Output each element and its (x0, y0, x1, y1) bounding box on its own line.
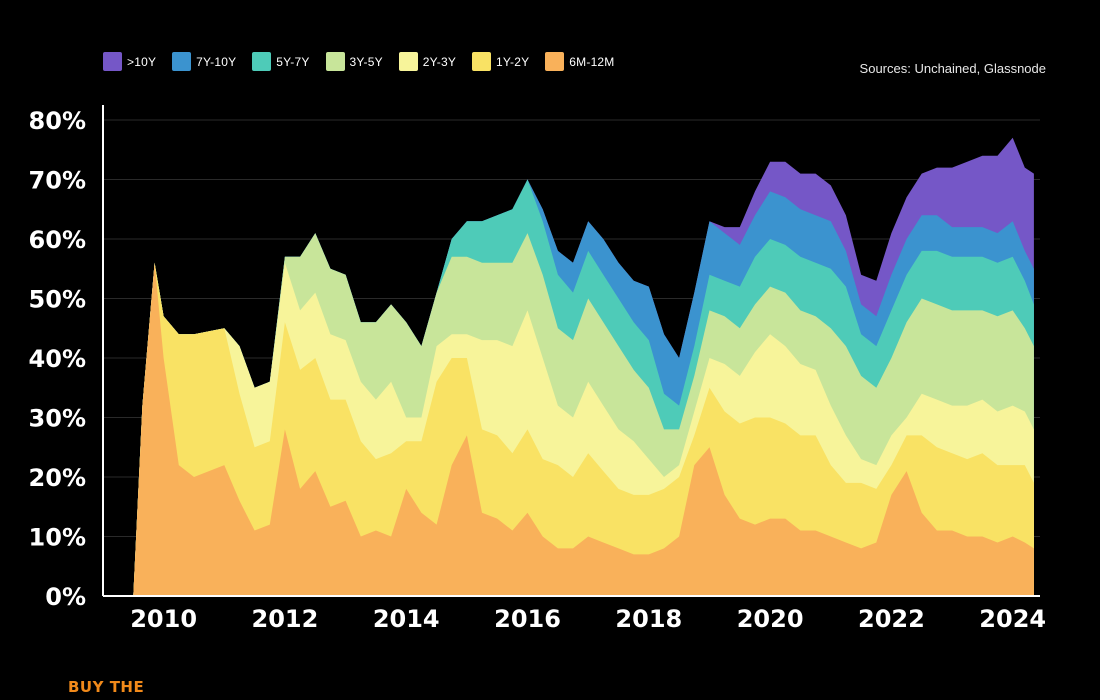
y-tick-label: 0% (45, 583, 86, 611)
y-tick-label: 40% (29, 345, 86, 373)
legend-swatch (398, 52, 418, 71)
legend-swatch (325, 52, 345, 71)
legend-label: 6M-12M (569, 54, 615, 69)
y-tick-label: 20% (29, 464, 86, 492)
legend-swatch (172, 52, 192, 71)
y-tick-label: 80% (29, 107, 86, 135)
source-note: Sources: Unchained, Glassnode (859, 61, 1046, 76)
legend-swatch (103, 52, 122, 71)
footer-brand-text: BUY THE (68, 678, 145, 696)
legend-label: 3Y-5Y (349, 54, 383, 69)
legend-item: 7Y-10Y (172, 52, 236, 71)
y-tick-label: 50% (29, 286, 86, 314)
legend-item: >10Y (103, 52, 156, 71)
y-tick-label: 60% (29, 226, 86, 254)
x-tick-label: 2024 (979, 605, 1046, 633)
legend-label: >10Y (127, 54, 157, 69)
x-tick-labels: 2010 2012 2014 2016 2018 2020 2022 2024 (130, 605, 1046, 633)
area-series (133, 137, 1034, 597)
legend-item: 1Y-2Y (472, 52, 529, 71)
y-tick-label: 10% (29, 524, 86, 552)
y-tick-label: 70% (29, 167, 86, 195)
x-tick-label: 2022 (858, 605, 925, 633)
x-tick-label: 2020 (737, 605, 804, 633)
x-tick-label: 2014 (373, 605, 440, 633)
x-tick-label: 2010 (130, 605, 197, 633)
legend-swatch (252, 52, 272, 71)
y-tick-labels: 0% 10% 20% 30% 40% 50% 60% 70% 80% (29, 107, 86, 611)
x-tick-label: 2016 (494, 605, 561, 633)
legend-item: 2Y-3Y (398, 52, 457, 71)
x-tick-label: 2018 (615, 605, 682, 633)
legend-label: 2Y-3Y (422, 54, 457, 69)
legend-item: 5Y-7Y (252, 52, 309, 71)
legend-item: 3Y-5Y (325, 52, 383, 71)
legend-label: 5Y-7Y (276, 54, 310, 69)
legend-swatch (545, 52, 565, 71)
legend-label: 7Y-10Y (196, 54, 237, 69)
legend-item: 6M-12M (545, 52, 614, 71)
legend-label: 1Y-2Y (496, 54, 530, 69)
legend-swatch (472, 52, 492, 71)
axes (102, 105, 1040, 597)
chart-legend: >10Y 7Y-10Y 5Y-7Y 3Y-5Y 2Y-3Y 1Y-2Y 6M-12M (103, 52, 631, 71)
area-1Y-2Y (133, 262, 1034, 596)
x-tick-label: 2012 (252, 605, 319, 633)
y-tick-label: 30% (29, 405, 86, 433)
area-6M-12M (133, 262, 1034, 596)
